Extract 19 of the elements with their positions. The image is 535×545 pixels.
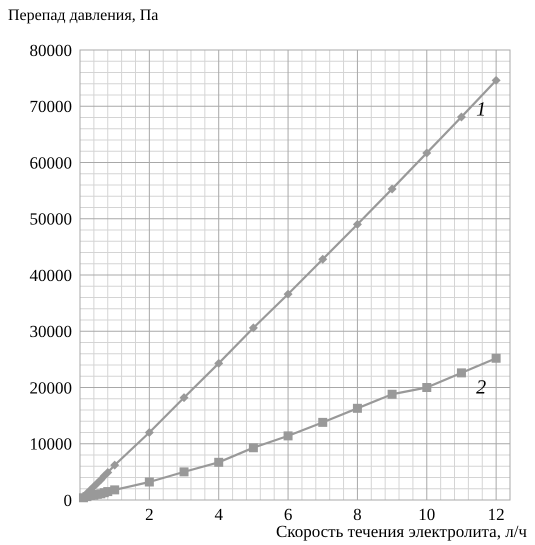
y-tick-label: 80000 (30, 40, 72, 60)
y-tick-label: 10000 (30, 434, 72, 454)
y-axis-title: Перепад давления, Па (8, 7, 158, 24)
x-tick-label: 8 (353, 505, 362, 524)
y-tick-label: 0 (64, 490, 72, 510)
y-tick-label: 50000 (30, 210, 72, 229)
x-tick-label: 12 (488, 505, 505, 524)
series-label: 1 (476, 98, 486, 120)
x-axis-title: Скорость течения электролита, л/ч (276, 522, 528, 541)
y-tick-label: 40000 (30, 266, 72, 285)
x-tick-label: 4 (214, 505, 224, 524)
x-tick-label: 10 (418, 505, 436, 524)
y-tick-label: 70000 (30, 97, 72, 116)
y-tick-label: 60000 (30, 153, 72, 172)
x-tick-label: 2 (145, 505, 154, 524)
y-tick-label: 20000 (30, 378, 72, 398)
x-tick-label: 6 (284, 505, 292, 524)
y-tick-label: 30000 (30, 322, 72, 342)
series-label: 2 (476, 376, 486, 398)
